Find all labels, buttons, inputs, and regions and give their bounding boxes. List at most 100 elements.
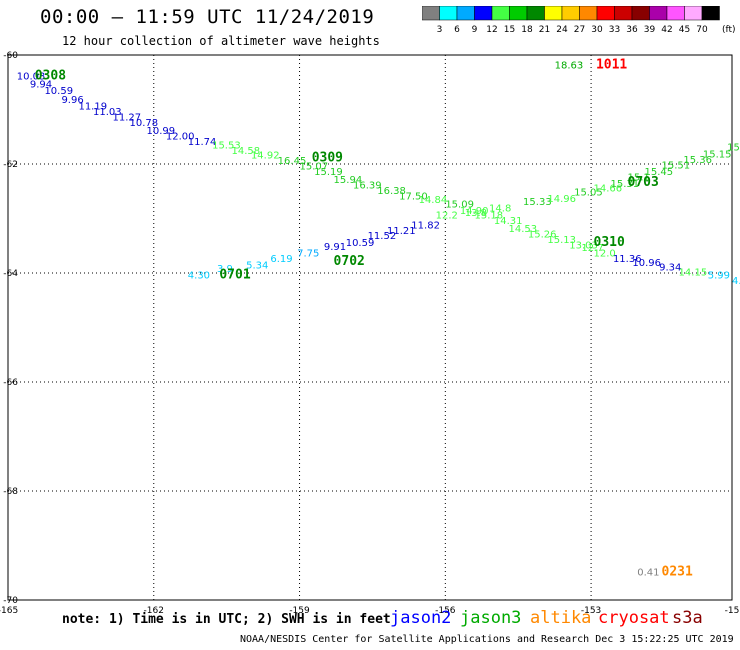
mission-jason2: jason2 <box>390 608 452 628</box>
wave-height-value: 16.45 <box>278 156 307 167</box>
map-frame <box>7 54 733 601</box>
track-0309: 0309 0310 <box>312 150 625 249</box>
wave-height-value: 16.38 <box>377 186 406 197</box>
wave-height-value: 3.9 <box>217 264 233 275</box>
wave-height-value: 12.0 <box>594 249 616 260</box>
wave-height-value: 15.31 <box>611 179 640 190</box>
wave-height-value: 15.53 <box>212 141 241 152</box>
wave-height-value: 6.19 <box>270 254 292 265</box>
colorbar-label: 42 <box>661 25 672 35</box>
footer-note: note: 1) Time is in UTC; 2) SWH is in fe… <box>62 612 391 627</box>
wave-height-value: 14.15 <box>679 268 708 279</box>
wave-height-value: 14.8 <box>489 203 511 214</box>
time-label: 0703 <box>628 175 659 190</box>
wave-height-value: 14.31 <box>494 216 523 227</box>
wave-height-value: 10.96 <box>632 258 661 269</box>
wave-height-value: 11.27 <box>112 112 141 123</box>
wave-height-value: 15.33 <box>523 197 552 208</box>
colorbar-label: 39 <box>644 25 656 35</box>
wave-height-value: 9.94 <box>30 80 52 91</box>
wave-height-value: 14.96 <box>547 194 576 205</box>
wave-height-value: 12.7 <box>581 243 603 254</box>
wave-height-value: 18.63 <box>555 61 584 72</box>
wave-height-value: 14.53 <box>508 224 537 235</box>
wave-height-value: 12.00 <box>166 131 195 142</box>
y-tick-label: -62 <box>3 160 18 170</box>
wave-height-value: 17.50 <box>399 191 428 202</box>
wave-height-value: 15.45 <box>645 167 674 178</box>
wave-height-value: 10.99 <box>146 126 175 137</box>
colorbar-label: 12 <box>486 25 497 35</box>
track-0231: 0.41 0231 <box>637 564 693 579</box>
wave-height-value: 9.34 <box>659 262 681 273</box>
x-tick-label: -156 <box>435 606 456 616</box>
wave-height-value: 11.74 <box>188 137 217 148</box>
wave-height-value: 11.21 <box>387 226 416 237</box>
wave-height-value: 0.41 <box>637 567 659 578</box>
wave-height-value: 11.36 <box>613 254 642 265</box>
wave-height-value: 15.07 <box>300 161 329 172</box>
colorbar-label: 70 <box>696 25 708 35</box>
x-tick-label: -165 <box>0 606 18 616</box>
wave-height-value: 15.19 <box>314 167 343 178</box>
mission-jason3: jason3 <box>460 608 522 628</box>
mission-cryosat: cryosat <box>598 608 670 628</box>
x-tick-label: -159 <box>289 606 310 616</box>
wave-height-value: 14.66 <box>594 183 623 194</box>
wave-height-value: 15.18 <box>474 211 503 222</box>
wave-height-value: 10.03 <box>17 72 46 83</box>
time-label: 0702 <box>334 254 365 269</box>
wave-height-value: 11.82 <box>411 220 440 231</box>
colorbar-label: 30 <box>591 25 603 35</box>
wave-height-value: 9.96 <box>61 95 83 106</box>
page-title: 00:00 – 11:59 UTC 11/24/2019 <box>40 6 375 28</box>
colorbar-swatch <box>701 5 720 21</box>
y-tick-label: -68 <box>3 487 18 497</box>
time-label: 0701 <box>219 267 250 282</box>
wave-height-value: 10.59 <box>44 86 73 97</box>
credit-line: NOAA/NESDIS Center for Satellite Applica… <box>240 634 734 645</box>
colorbar-label: 18 <box>521 25 533 35</box>
x-tick-label: -153 <box>581 606 601 616</box>
wave-height-value: 12.2 <box>436 211 458 222</box>
wave-height-value: 9.91 <box>324 242 346 253</box>
wave-height-value: 15.51 <box>727 142 740 153</box>
wave-height-value: 10.59 <box>346 238 375 249</box>
wave-height-value: 4. <box>732 276 740 287</box>
track-0308: 10.039.9410.599.9611.1911.0311.2710.7810… <box>17 69 740 287</box>
wave-height-value: 14.58 <box>232 146 261 157</box>
wave-height-value: 7.75 <box>297 249 319 260</box>
colorbar-label: 27 <box>574 25 585 35</box>
colorbar-legend: 3 6 9 12 15 18 21 24 27 30 33 36 39 42 45 70 (ft) <box>421 5 738 40</box>
wave-height-value: 13.03 <box>569 240 598 251</box>
wave-height-value: 15.1 <box>628 172 650 183</box>
y-tick-label: -70 <box>3 596 18 606</box>
wave-height-value: 15.26 <box>528 230 557 241</box>
wave-height-value: 14.92 <box>251 151 280 162</box>
time-label: 0310 <box>594 235 625 250</box>
colorbar-label: 33 <box>609 25 620 35</box>
wave-height-value: 15.09 <box>445 200 474 211</box>
colorbar-label: 45 <box>679 25 690 35</box>
wave-height-value: 5.34 <box>246 261 268 272</box>
colorbar-label: 9 <box>472 25 478 35</box>
wave-height-value: 11.19 <box>78 102 107 113</box>
wave-height-value: 15.15 <box>703 149 732 160</box>
time-label: 0308 <box>35 69 66 84</box>
time-label: 0231 <box>662 564 693 579</box>
track-0701: 4.303.9 5.346.19 7.759.91 10.5911.5211.2111… <box>188 142 740 282</box>
wave-height-value: 5.99 <box>708 270 730 281</box>
wave-height-value: 15.36 <box>683 155 712 166</box>
wave-height-value: 15.51 <box>662 160 691 171</box>
x-tick-label: -15 <box>725 606 740 616</box>
time-label: 1011 <box>596 58 627 73</box>
colorbar-label: 6 <box>454 25 460 35</box>
colorbar-label: 15 <box>504 25 515 35</box>
wave-height-value: 13.8 <box>465 208 487 219</box>
wave-height-value: 15.94 <box>334 175 363 186</box>
track-1011: 18.63161011 <box>555 58 628 73</box>
y-tick-label: -60 <box>3 51 18 61</box>
y-tick-label: -66 <box>3 378 18 388</box>
colorbar-unit: (ft) <box>722 25 736 35</box>
